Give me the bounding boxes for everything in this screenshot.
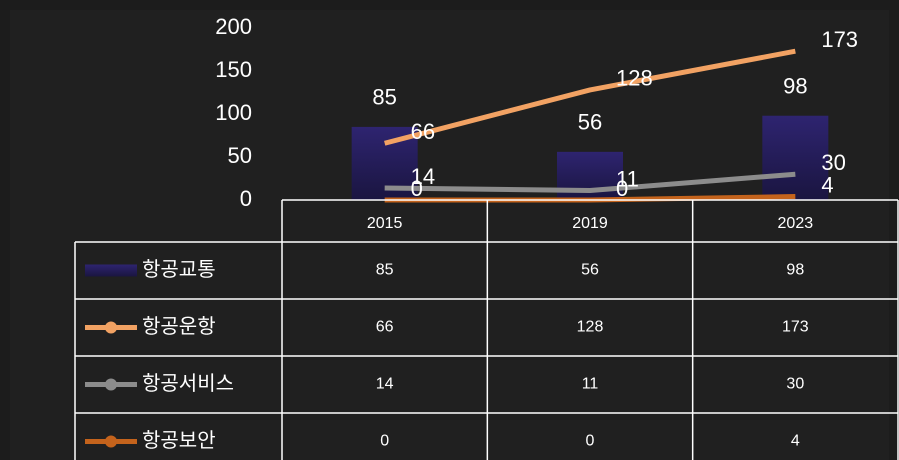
table-cell: 30 xyxy=(786,376,804,393)
x-tick-label: 2019 xyxy=(572,215,608,232)
legend-marker xyxy=(105,378,117,391)
data-label: 56 xyxy=(578,110,602,135)
data-label: 173 xyxy=(821,27,858,52)
bar xyxy=(762,115,829,200)
data-label: 98 xyxy=(783,74,807,99)
table-cell: 14 xyxy=(376,376,394,393)
y-tick-label: 0 xyxy=(240,186,252,211)
table-cell: 85 xyxy=(376,262,394,279)
legend-label: 항공교통 xyxy=(142,258,216,281)
data-label: 128 xyxy=(616,66,653,91)
legend-marker xyxy=(105,321,117,334)
legend-label: 항공보안 xyxy=(142,429,216,452)
line xyxy=(384,171,796,194)
y-tick-label: 200 xyxy=(215,14,252,39)
data-label: 0 xyxy=(616,176,628,201)
data-label: 4 xyxy=(821,172,833,197)
data-label: 11 xyxy=(616,166,639,191)
table-cell: 173 xyxy=(782,319,809,336)
table-cell: 98 xyxy=(786,262,804,279)
table-cell: 11 xyxy=(582,376,599,393)
plot-background xyxy=(10,10,889,460)
y-tick-label: 150 xyxy=(215,57,252,82)
table-cell: 128 xyxy=(577,319,604,336)
x-tick-label: 2015 xyxy=(367,215,403,232)
table-cell: 66 xyxy=(376,319,394,336)
y-tick-label: 100 xyxy=(215,100,252,125)
y-tick-label: 50 xyxy=(228,143,252,168)
legend-swatch xyxy=(85,264,137,277)
table-cell: 0 xyxy=(586,433,595,450)
table-cell: 0 xyxy=(380,433,389,450)
data-label: 30 xyxy=(821,150,845,175)
legend-marker xyxy=(105,435,117,448)
line xyxy=(384,48,796,146)
data-label: 85 xyxy=(372,85,396,110)
legend-label: 항공서비스 xyxy=(142,372,234,395)
legend-label: 항공운항 xyxy=(142,315,216,338)
table-cell: 4 xyxy=(791,433,800,450)
x-tick-label: 2023 xyxy=(778,215,814,232)
data-label: 66 xyxy=(411,119,435,144)
data-label: 14 xyxy=(411,164,435,189)
table-cell: 56 xyxy=(581,262,599,279)
data-label: 0 xyxy=(411,176,423,201)
